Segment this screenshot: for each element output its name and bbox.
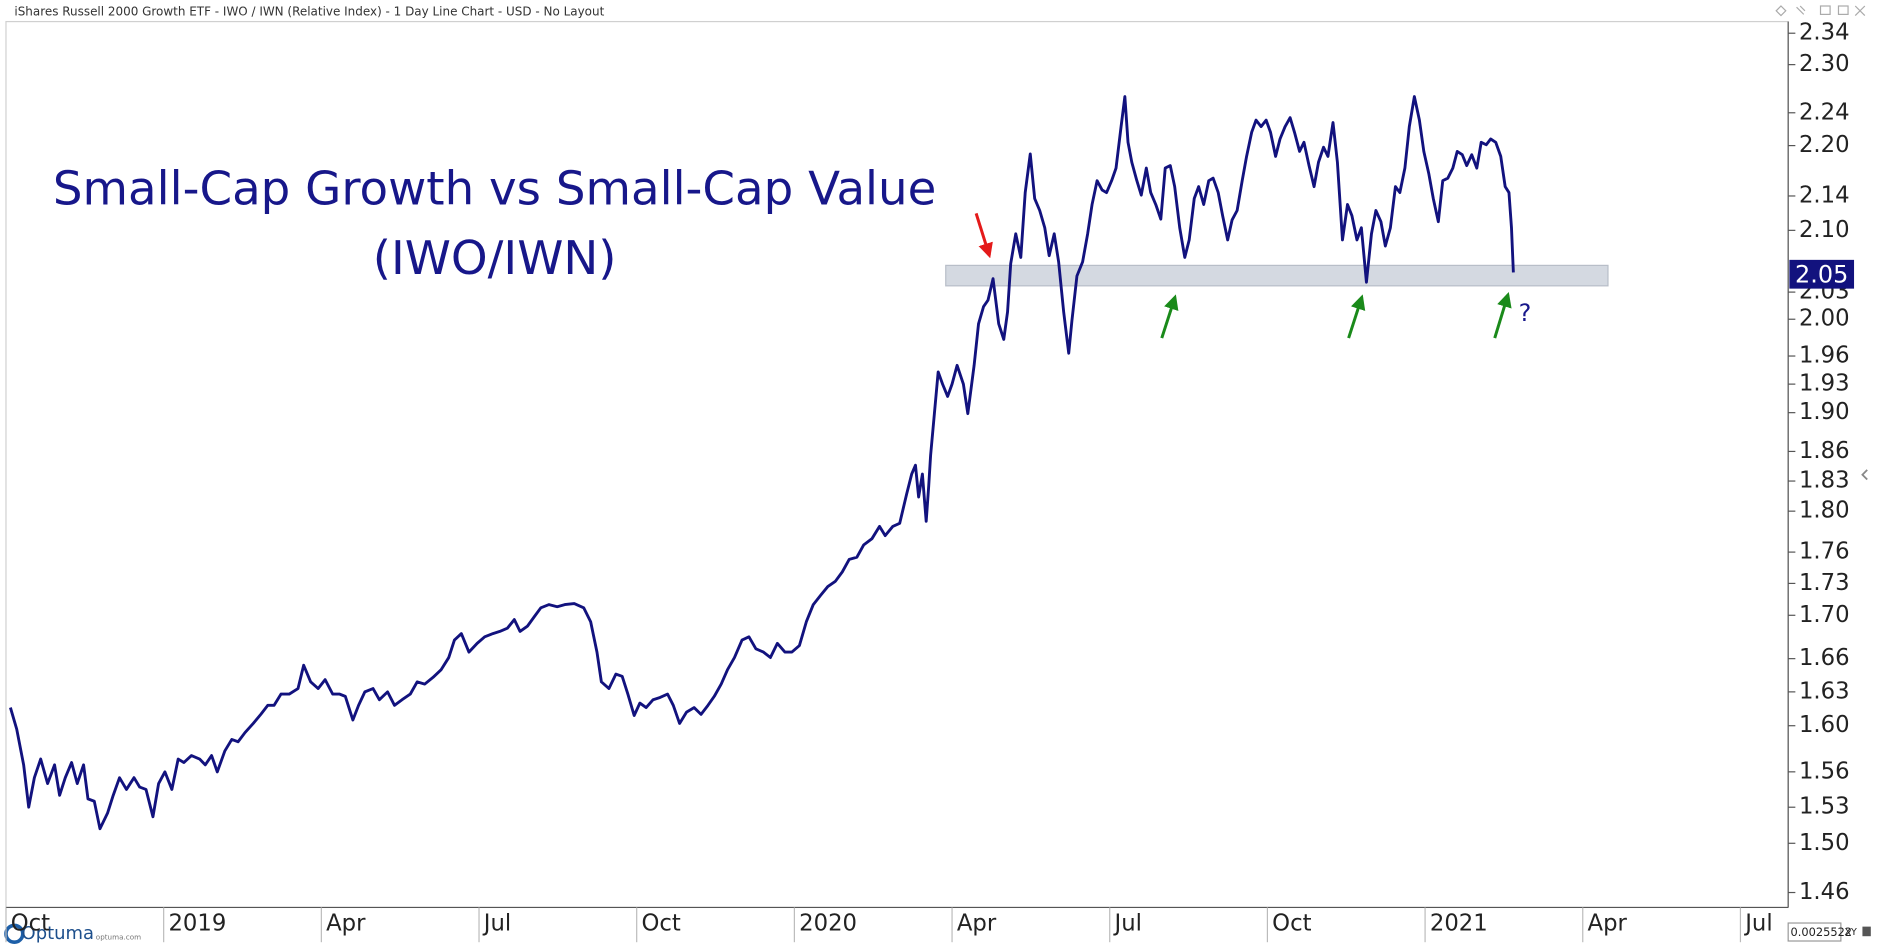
chart-title: Small-Cap Growth vs Small-Cap Value — [53, 162, 936, 216]
x-tick-label: Jul — [1743, 911, 1772, 937]
x-tick-label: Oct — [11, 911, 50, 937]
current-value-label: 2.05 — [1795, 260, 1848, 288]
y-tick-label: 2.30 — [1799, 51, 1850, 77]
window-icons — [1775, 5, 1866, 17]
y-tick-label: 2.24 — [1799, 99, 1850, 125]
y-tick-label: 1.73 — [1799, 570, 1850, 596]
status-mode: XY — [1844, 927, 1857, 938]
y-tick-label: 1.66 — [1799, 645, 1850, 671]
y-tick-label: 1.93 — [1799, 371, 1850, 397]
current-value-box — [1789, 259, 1855, 289]
x-tick-label: 2020 — [799, 911, 857, 937]
arrows — [974, 212, 1512, 339]
y-tick-label: 2.14 — [1799, 182, 1850, 208]
annotation: ? — [1519, 299, 1532, 327]
brand-site: optuma.com — [96, 932, 141, 941]
y-tick-label: 2.20 — [1799, 132, 1850, 158]
y-tick-label: 1.96 — [1799, 343, 1850, 369]
status-icon — [1862, 926, 1871, 937]
plot-frame — [5, 20, 1789, 909]
x-tick-label: Oct — [641, 911, 680, 937]
y-tick-label: 1.76 — [1799, 539, 1850, 565]
side-handle — [1861, 469, 1868, 481]
x-tick-label: Oct — [1272, 911, 1311, 937]
y-tick-label: 1.70 — [1799, 602, 1850, 628]
x-tick-label: Apr — [957, 911, 997, 937]
x-tick-label: Apr — [326, 911, 366, 937]
chart-subtitle: (IWO/IWN) — [373, 232, 617, 286]
price-line — [9, 95, 1515, 831]
y-tick-label: 1.86 — [1799, 438, 1850, 464]
brand-name: Optuma — [22, 923, 94, 944]
y-tick-label: 1.56 — [1799, 758, 1850, 784]
y-tick-label: 1.90 — [1799, 399, 1850, 425]
support-band — [945, 264, 1609, 287]
y-tick-label: 2.34 — [1799, 20, 1850, 46]
x-tick-label: 2019 — [168, 911, 226, 937]
x-tick-label: Jul — [482, 911, 511, 937]
y-tick-label: 1.63 — [1799, 678, 1850, 704]
y-tick-label: 1.60 — [1799, 712, 1850, 738]
status-scale: 0.0025522 — [1791, 925, 1852, 939]
status-box — [1787, 922, 1842, 942]
y-tick-label: 1.50 — [1799, 830, 1850, 856]
y-tick-label: 1.53 — [1799, 794, 1850, 820]
x-tick-label: Jul — [1113, 911, 1142, 937]
header: iShares Russell 2000 Growth ETF - IWO / … — [14, 4, 604, 18]
y-tick-label: 2.10 — [1799, 217, 1850, 243]
y-tick-label: 1.46 — [1799, 879, 1850, 905]
x-tick-label: Apr — [1588, 911, 1628, 937]
x-tick-label: 2021 — [1430, 911, 1488, 937]
y-tick-label: 1.83 — [1799, 468, 1850, 494]
y-tick-label: 1.80 — [1799, 498, 1850, 524]
y-tick-label: 2.00 — [1799, 306, 1850, 332]
